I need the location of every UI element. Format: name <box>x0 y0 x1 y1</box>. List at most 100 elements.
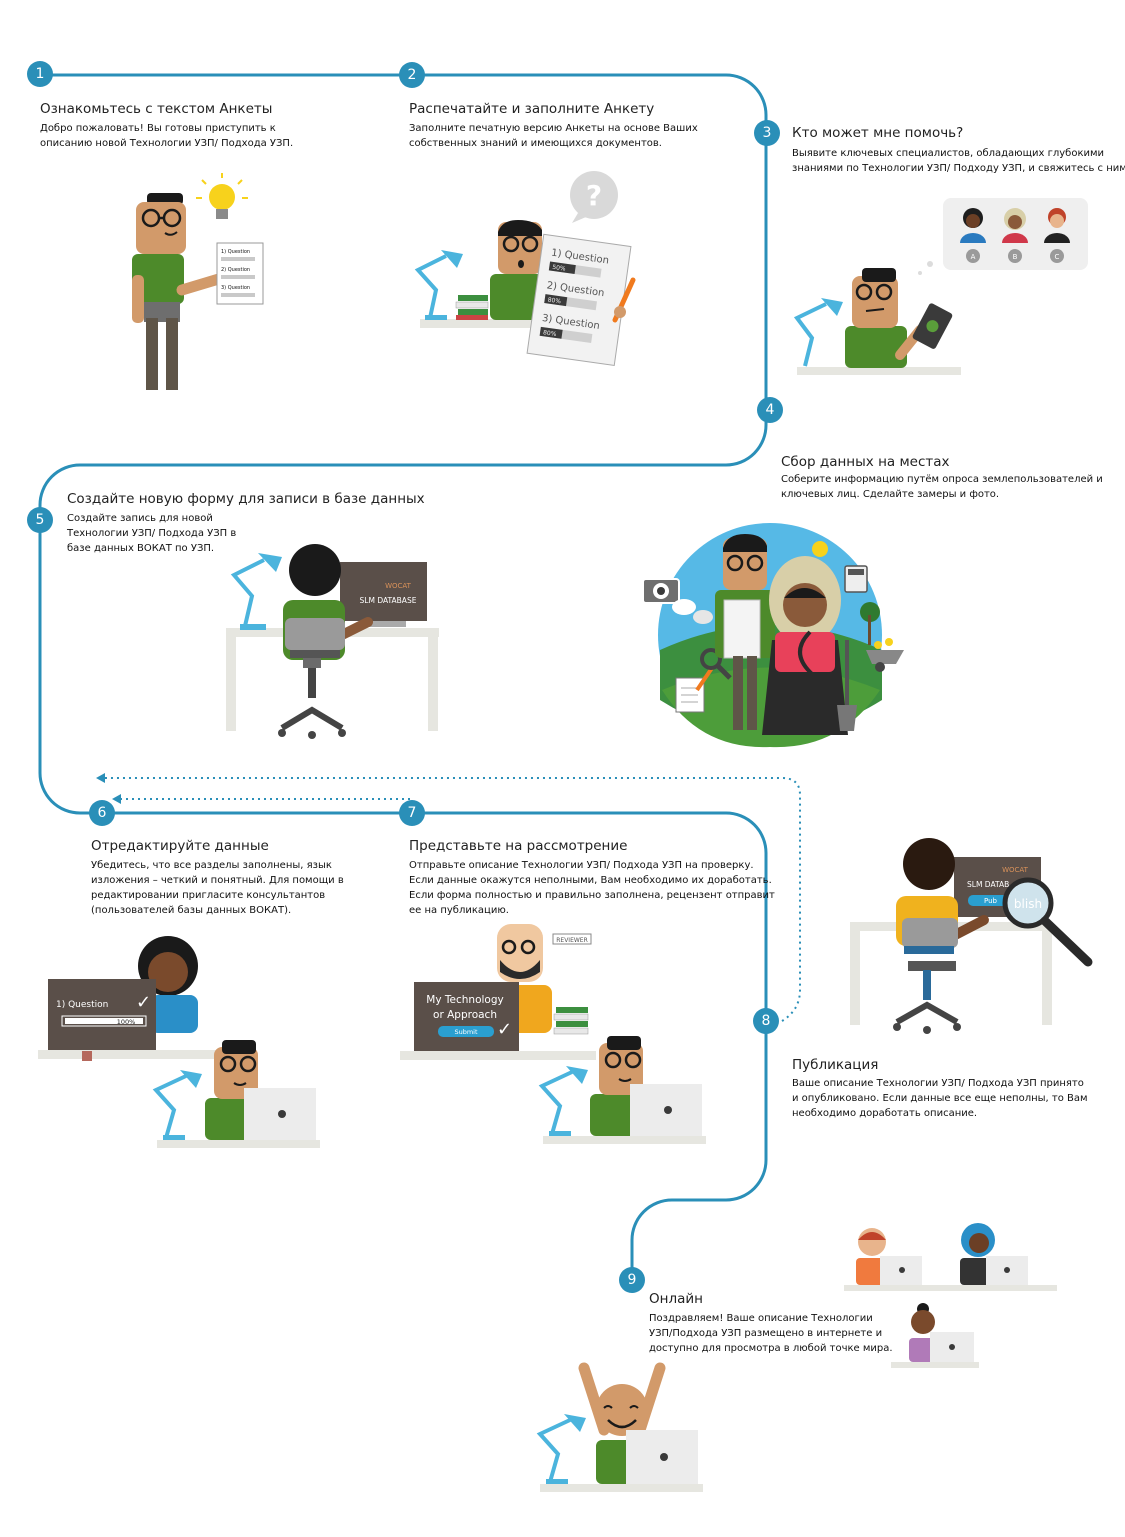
step-3-badge: 3 <box>754 120 780 146</box>
step-4-title: Сбор данных на местах <box>781 454 950 470</box>
database-monitor: WOCAT SLM DATABASE <box>340 562 427 627</box>
magnifying-glass-icon: blish <box>1002 877 1093 967</box>
step2-desk-scene <box>414 220 570 328</box>
farmer-figure <box>762 556 848 735</box>
step-5-line-1: Создайте запись для новой <box>67 513 213 524</box>
wheelbarrow-icon <box>866 638 904 672</box>
camera-icon <box>642 578 680 604</box>
screen-label: SLM DATABASE <box>360 596 417 605</box>
magnifier-icon <box>700 648 732 680</box>
question-bubble-icon: ? <box>570 171 618 223</box>
step-4-description: Соберите информацию путём опроса землепо… <box>781 472 1103 502</box>
contact-panel: A B C <box>918 198 1088 275</box>
step-5-line-2: Технологии УЗП/ Подхода УЗП в <box>67 528 237 539</box>
tablet-icon <box>912 303 953 349</box>
step-7-line-3: Если форма полностью и правильно заполне… <box>409 890 775 901</box>
step-6-line-3: редактировании пригласите консультантов <box>91 890 326 901</box>
step-6-line-4: (пользователей базы данных ВОКАТ). <box>91 905 292 916</box>
step-3-line-2: знаниями по Технологии УЗП/ Подходу УЗП,… <box>792 163 1125 174</box>
step1-question-sheet: 1) Question 2) Question 3) Question <box>216 242 264 305</box>
step3-caller-figure <box>793 268 961 375</box>
step-2-title: Распечатайте и заполните Анкету <box>409 101 655 117</box>
shovel-icon <box>837 640 857 731</box>
submit-monitor: My Technology or Approach Submit ✓ <box>400 982 596 1060</box>
arrow-heads <box>96 773 121 804</box>
step-4-badge: 4 <box>757 397 783 423</box>
step-5-badge: 5 <box>27 507 53 533</box>
step-8-line-1: Ваше описание Технологии УЗП/ Подхода УЗ… <box>792 1078 1084 1089</box>
calculator-icon <box>844 565 868 593</box>
step-6-title: Отредактируйте данные <box>91 838 269 854</box>
step-9-title: Онлайн <box>649 1291 703 1307</box>
step-7-badge: 7 <box>399 800 425 826</box>
publisher-figure <box>893 838 989 1034</box>
step-6-line-1: Убедитесь, что все разделы заполнены, яз… <box>91 860 332 871</box>
step-7-description: Отправьте описание Технологии УЗП/ Подхо… <box>409 858 775 918</box>
step-9-badge: 9 <box>619 1267 645 1293</box>
reviewer-sign: REVIEWER <box>552 933 592 945</box>
step-2-badge: 2 <box>399 62 425 88</box>
surveyor-figure <box>715 534 775 730</box>
pencil-icon <box>612 277 636 323</box>
step-1-line-2: описанию новой Технологии УЗП/ Подхода У… <box>40 138 294 149</box>
desk-lamp-icon <box>414 254 447 319</box>
step-1-title: Ознакомьтесь с текстом Анкеты <box>40 101 273 117</box>
editor-figure <box>152 1040 320 1148</box>
sheet-question-3: 3) Question <box>221 285 250 291</box>
screen-brand: WOCAT <box>1002 866 1029 874</box>
submitter-figure <box>538 1036 706 1144</box>
contact-letter-b: B <box>1013 253 1018 261</box>
step-2-description: Заполните печатную версию Анкеты на осно… <box>409 121 698 151</box>
contact-avatar-a <box>960 208 986 243</box>
step5-database-scene: WOCAT SLM DATABASE <box>226 544 439 739</box>
step-8-line-3: необходимо доработать описание. <box>792 1108 978 1119</box>
step-8-badge: 8 <box>753 1008 779 1034</box>
clipboard-icon <box>675 666 714 713</box>
step-6-line-2: изложения – четкий и понятный. Для помощ… <box>91 875 344 886</box>
step-8-line-2: и опубликовано. Если данные все еще непо… <box>792 1093 1088 1104</box>
online-user-1 <box>844 1228 952 1291</box>
step-5-line-3: базе данных ВОКАТ по УЗП. <box>67 543 215 554</box>
step9-online-scene <box>536 1223 1057 1492</box>
lightbulb-icon <box>196 173 248 219</box>
step-1-badge: 1 <box>27 61 53 87</box>
step-9-description: Поздравляем! Ваше описание Технологии УЗ… <box>649 1311 893 1356</box>
step-9-line-1: Поздравляем! Ваше описание Технологии <box>649 1313 873 1324</box>
step-7-line-4: ее на публикацию. <box>409 905 509 916</box>
contact-avatar-c <box>1044 208 1070 243</box>
step-7-line-1: Отправьте описание Технологии УЗП/ Подхо… <box>409 860 754 871</box>
laptop-icon <box>244 1088 316 1140</box>
printed-progress-3: 80% <box>543 329 557 338</box>
step-9-line-3: доступно для просмотра в любой точке мир… <box>649 1343 893 1354</box>
step-4-line-1: Соберите информацию путём опроса землепо… <box>781 474 1103 485</box>
step-8-title: Публикация <box>792 1057 879 1073</box>
step7-submit-scene: REVIEWER My Technology or Approach Submi… <box>400 924 706 1144</box>
printed-progress-2: 80% <box>547 297 561 306</box>
screen-title-line-2: or Approach <box>433 1009 497 1021</box>
step-9-line-2: УЗП/Подхода УЗП размещено в интернете и <box>649 1328 883 1339</box>
book-stack <box>455 295 489 320</box>
question-mark-glyph: ? <box>586 179 602 212</box>
magnified-text: blish <box>1014 897 1042 911</box>
step2-question-sheet: 1) Question 50% 2) Question 80% 3) Quest… <box>526 233 632 366</box>
step-5-title: Создайте новую форму для записи в базе д… <box>67 491 425 507</box>
contact-letter-a: A <box>971 253 976 261</box>
contact-letter-c: C <box>1055 253 1060 261</box>
printed-progress-1: 50% <box>552 264 566 273</box>
step-3-description: Выявите ключевых специалистов, обладающи… <box>792 146 1125 176</box>
step-1-description: Добро пожаловать! Вы готовы приступить к… <box>40 121 293 151</box>
field-data-scene <box>642 523 904 748</box>
laptop-icon <box>630 1084 702 1136</box>
step-2-line-2: собственных знаний и имеющихся документо… <box>409 138 662 149</box>
reviewer-sign-label: REVIEWER <box>556 937 588 944</box>
publish-button-label: Pub <box>984 897 998 905</box>
workflow-path <box>38 73 768 1280</box>
book-stack <box>553 1007 589 1035</box>
screen-question: 1) Question <box>56 1000 108 1010</box>
step-8-description: Ваше описание Технологии УЗП/ Подхода УЗ… <box>792 1076 1088 1121</box>
revision-dotted-path <box>100 777 801 1022</box>
check-icon: ✓ <box>136 992 151 1013</box>
online-user-3 <box>891 1303 979 1368</box>
